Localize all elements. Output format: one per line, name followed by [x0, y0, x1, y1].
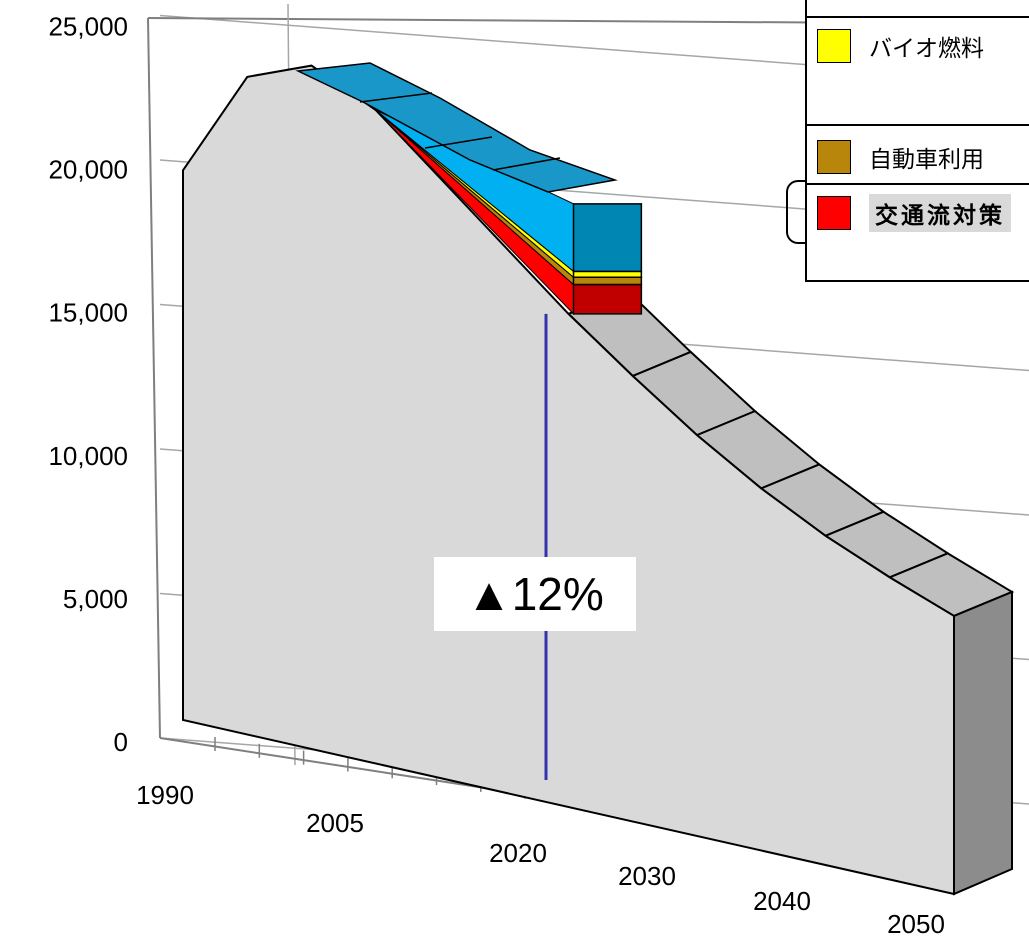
area-front	[182, 64, 955, 896]
legend: バイオ燃料 自動車利用 交通流対策	[805, 0, 1029, 282]
area-side	[953, 590, 1013, 896]
legend-label: 自動車利用	[869, 147, 984, 173]
legend-swatch	[817, 140, 851, 174]
reduction-annotation: ▲12%	[434, 557, 636, 631]
reduction-block	[572, 270, 643, 278]
x-tick-label: 2030	[618, 861, 676, 891]
legend-item-traffic-flow: 交通流対策	[807, 193, 1011, 233]
emission-area	[182, 64, 1015, 896]
x-tick-label: 2050	[887, 909, 945, 939]
x-tick-label: 1990	[136, 780, 194, 810]
reduction-top-surface	[295, 62, 618, 193]
x-tick-label: 2040	[753, 886, 811, 916]
legend-divider	[807, 124, 1029, 126]
x-tick-label: 2020	[489, 838, 547, 868]
legend-label: 交通流対策	[869, 194, 1011, 232]
y-tick-label: 10,000	[48, 441, 128, 471]
left-wall-edge	[147, 17, 161, 739]
legend-divider	[807, 16, 1029, 18]
legend-bracket	[786, 180, 806, 244]
reduction-top-seam	[492, 157, 561, 171]
legend-label: バイオ燃料	[869, 36, 984, 62]
legend-item-car-use: 自動車利用	[807, 137, 984, 177]
y-tick-label: 5,000	[63, 584, 128, 614]
legend-swatch	[817, 29, 851, 63]
y-tick-label: 25,000	[48, 12, 128, 42]
legend-divider	[807, 183, 1029, 185]
legend-item-biofuel: バイオ燃料	[807, 26, 984, 66]
x-axis: 1990 2005 2020 2030 2040 2050	[136, 737, 945, 939]
reduction-top-seam	[424, 136, 493, 149]
y-tick-label: 20,000	[48, 155, 128, 185]
y-tick-label: 0	[114, 727, 128, 757]
legend-swatch	[817, 196, 851, 230]
reduction-block	[572, 276, 643, 286]
reduction-wedges	[295, 62, 643, 316]
x-tick-label: 2005	[306, 808, 364, 838]
reduction-top-seam	[359, 92, 433, 103]
y-axis: 25,000 20,000 15,000 10,000 5,000 0	[48, 12, 128, 758]
reduction-block	[572, 203, 643, 273]
reduction-block	[572, 283, 643, 315]
y-tick-label: 15,000	[48, 298, 128, 328]
